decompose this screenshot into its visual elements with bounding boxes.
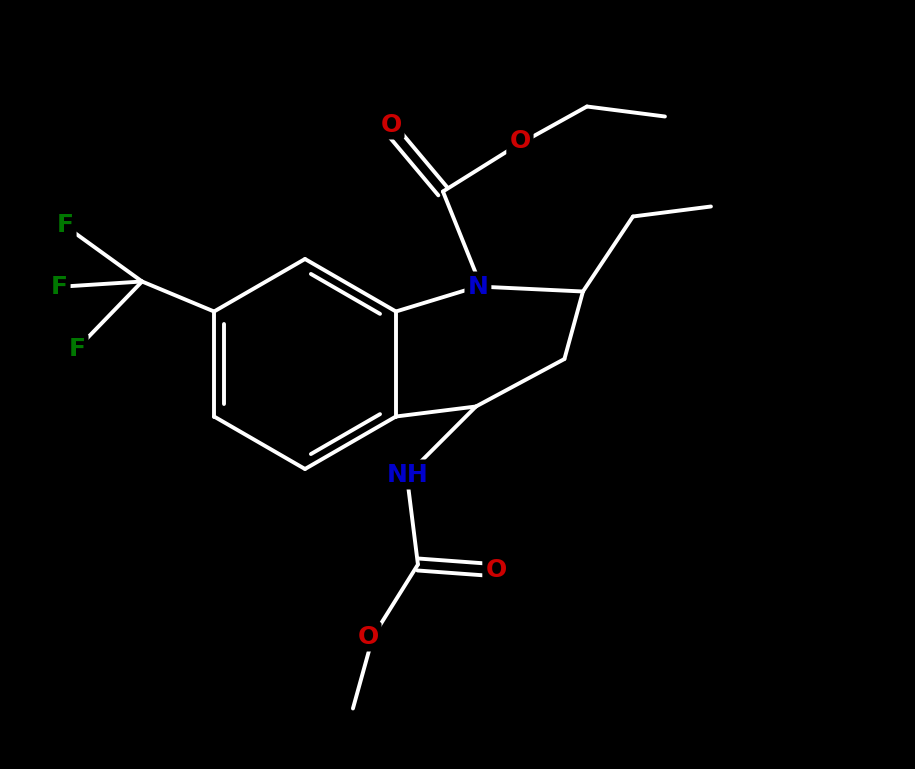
Text: O: O: [358, 624, 379, 648]
Text: N: N: [468, 275, 489, 298]
Text: O: O: [381, 112, 402, 137]
Text: F: F: [69, 337, 86, 361]
Text: F: F: [50, 275, 68, 298]
Text: O: O: [485, 558, 507, 581]
Text: NH: NH: [387, 462, 429, 487]
Text: F: F: [57, 212, 73, 237]
Text: O: O: [510, 129, 531, 154]
